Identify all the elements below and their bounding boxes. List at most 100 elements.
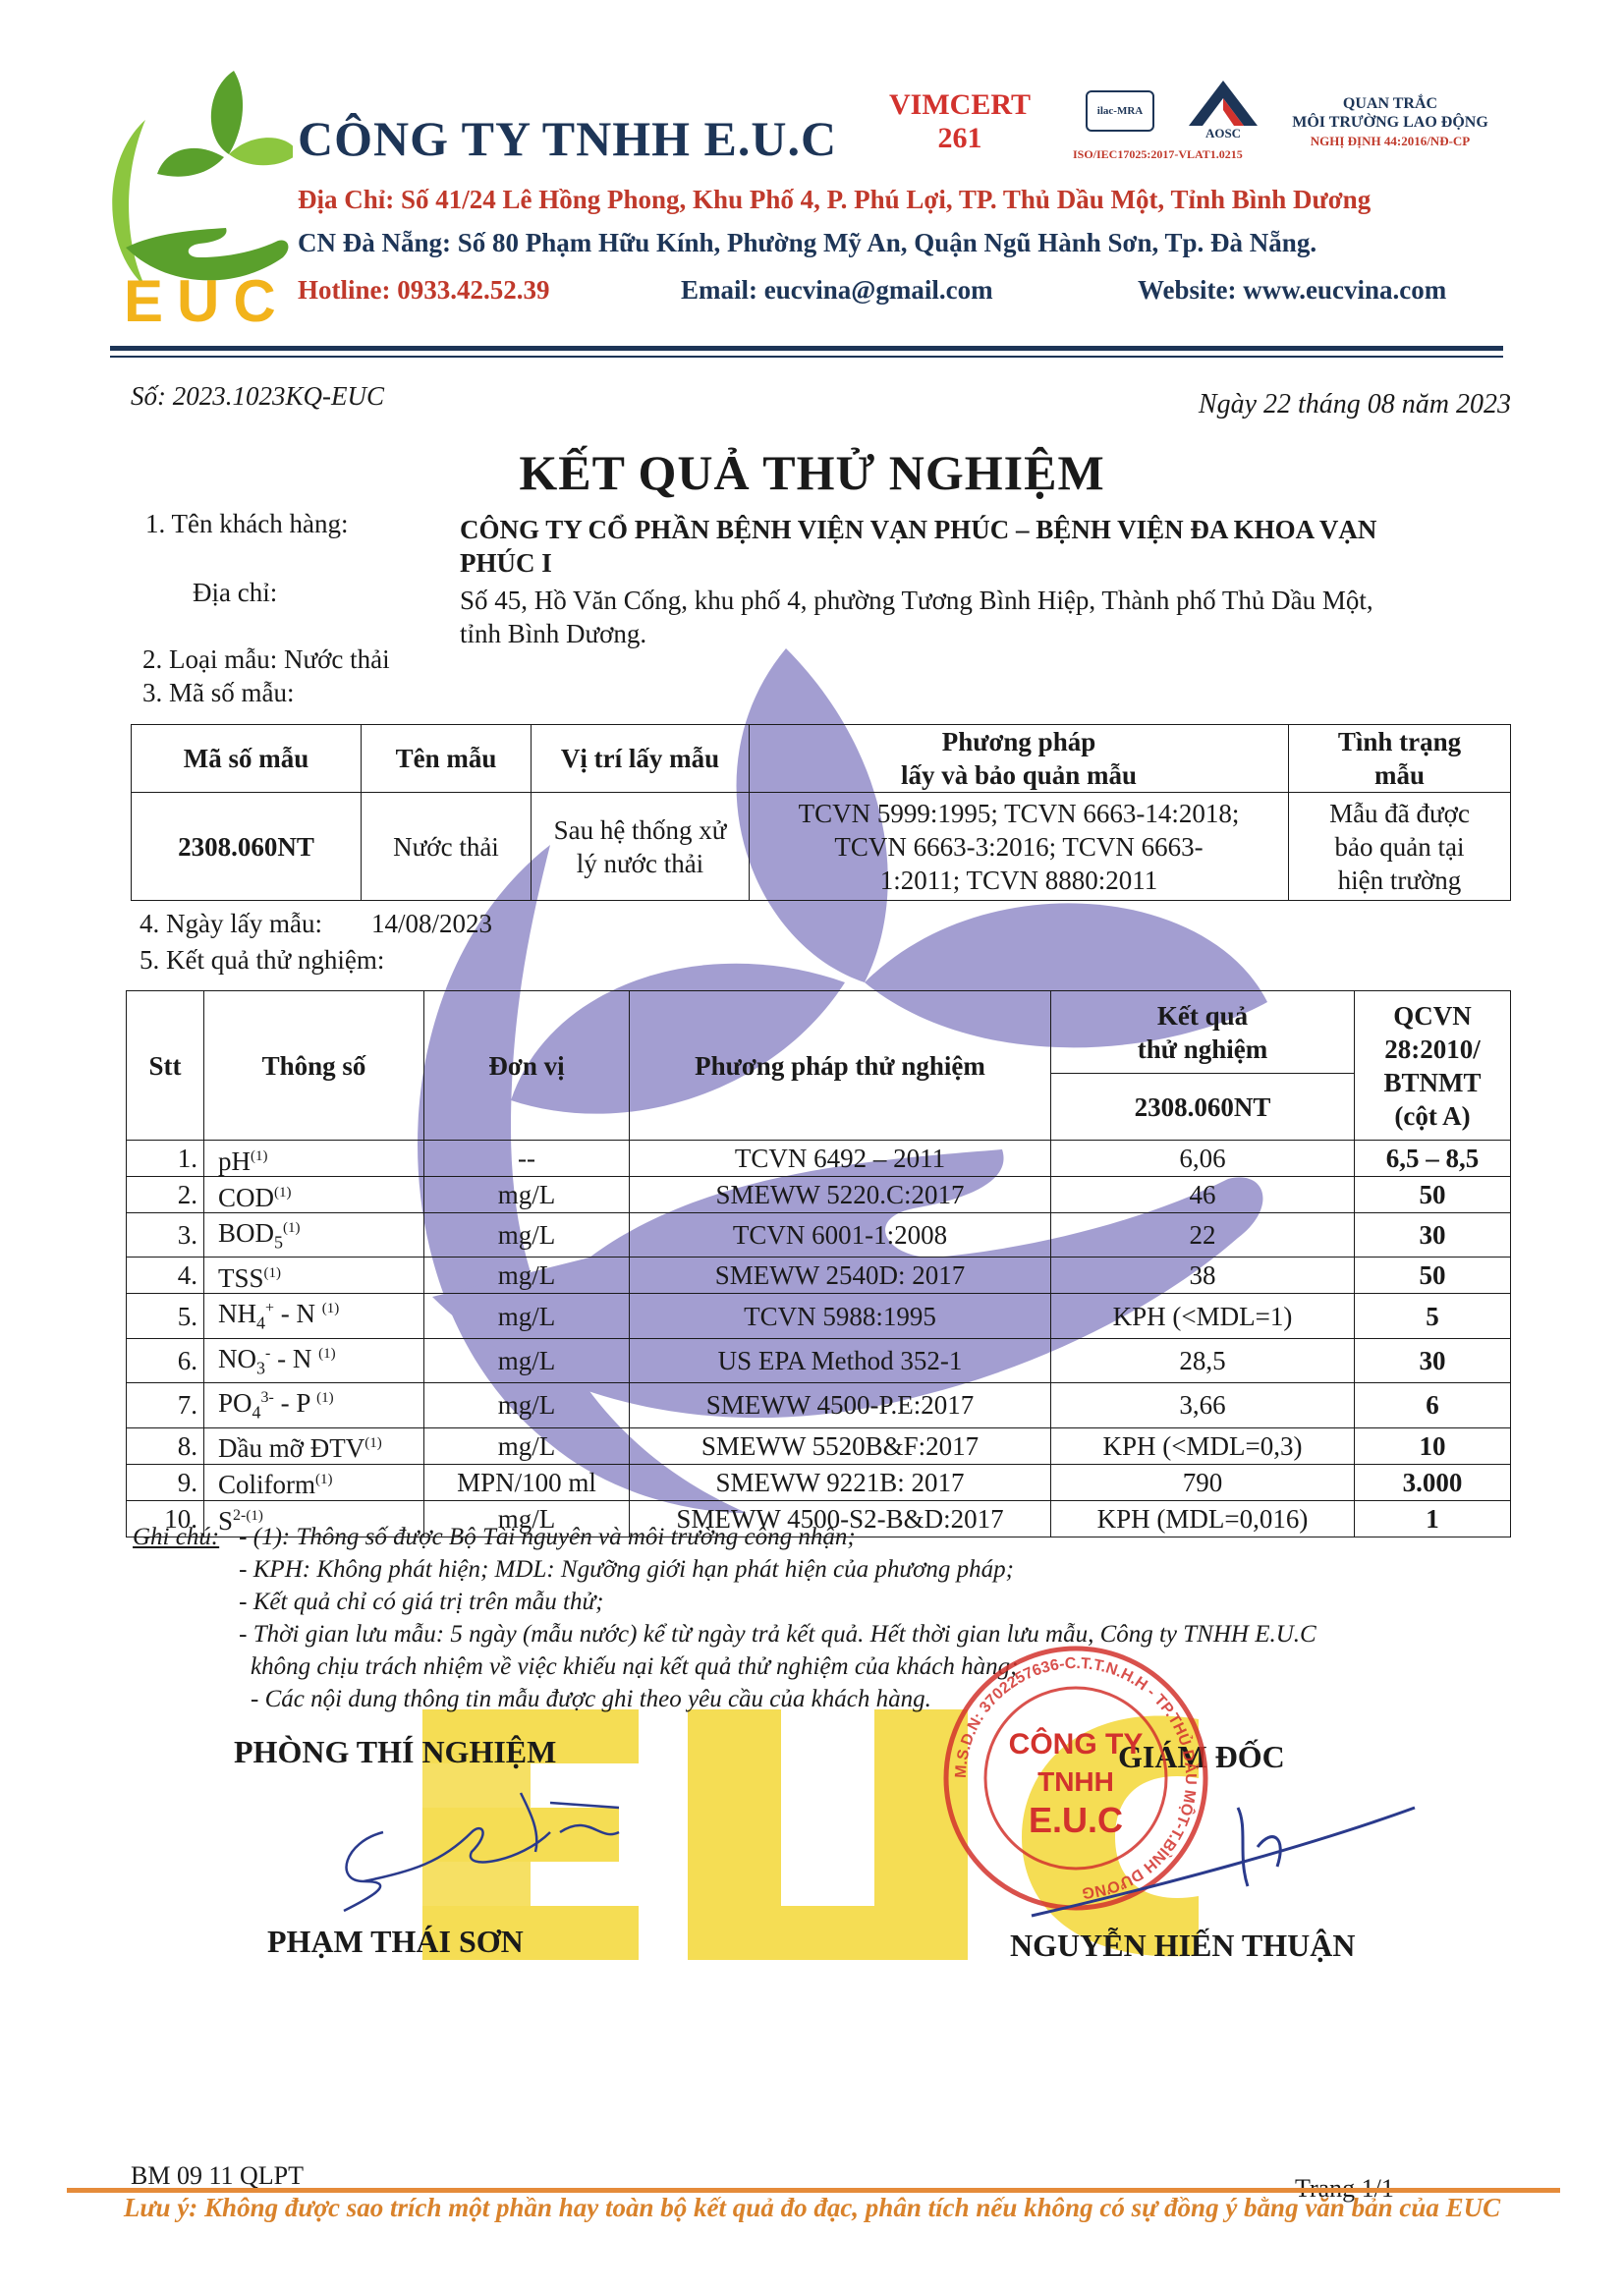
aosc-logo: AOSC [1179, 75, 1267, 143]
cell-result: KPH (MDL=0,016) [1050, 1499, 1355, 1537]
cell-method: SMEWW 4500-P.E:2017 [629, 1382, 1051, 1428]
cell-stt: 10. [126, 1499, 204, 1537]
form-code: BM 09 11 QLPT [131, 2161, 304, 2190]
cell-stt: 2. [126, 1176, 204, 1213]
footer-divider [67, 2188, 1560, 2193]
cell-result: 6,06 [1050, 1140, 1355, 1177]
iso-text: ISO/IEC17025:2017-VLAT1.0215 [1073, 147, 1243, 161]
lab-signer-name: PHẠM THÁI SƠN [267, 1924, 524, 1959]
cell-limit: 1 [1354, 1499, 1511, 1537]
header-status-line1: Tình trạng [1337, 727, 1462, 756]
cell-stt: 6. [126, 1337, 204, 1384]
param-subscript: 5 [274, 1232, 284, 1253]
header-result-line1: Kết quả [1156, 1000, 1249, 1031]
cell-status-line2: bảo quản tại [1334, 831, 1465, 862]
company-website: Website: www.eucvina.com [1138, 275, 1447, 305]
cell-sample-name: Nước thải [361, 792, 532, 901]
cell-method: TCVN 6001-1:2008 [629, 1211, 1051, 1258]
param-name: S [218, 1506, 234, 1537]
customer-label: 1. Tên khách hàng: [145, 509, 349, 538]
cell-param: pH(1) [203, 1140, 424, 1177]
ilac-mra-mark: ilac-MRA [1086, 90, 1154, 132]
param-note: (1) [315, 1472, 333, 1488]
document-date: Ngày 22 tháng 08 năm 2023 [1198, 389, 1511, 419]
cell-unit: mg/L [423, 1382, 630, 1428]
result-table: Stt Thông số Đơn vị Phương pháp thử nghi… [126, 990, 1511, 1537]
param-note: (1) [263, 1264, 282, 1281]
param-note: (1) [364, 1435, 382, 1452]
notes-label: Ghi chú: [133, 1524, 220, 1550]
cell-method: SMEWW 5520B&F:2017 [629, 1426, 1051, 1465]
cell-result: 38 [1050, 1257, 1355, 1295]
cell-limit: 6,5 – 8,5 [1354, 1140, 1511, 1177]
result-row: 5. NH4+ - N (1) mg/L TCVN 5988:1995 KPH (<MD… [126, 1293, 1511, 1339]
header-location: Vị trí lấy mẫu [531, 724, 750, 793]
cell-unit: mg/L [423, 1426, 630, 1465]
cell-result: 28,5 [1050, 1337, 1355, 1384]
cell-unit: -- [423, 1140, 630, 1177]
note-line: - Các nội dung thông tin mẫu được ghi th… [251, 1686, 931, 1712]
sample-table-row: 2308.060NT Nước thải Sau hệ thống xử lý … [131, 792, 1511, 901]
header-sample-name: Tên mẫu [361, 724, 532, 793]
param-subscript: 4 [256, 1313, 265, 1333]
note-line: - KPH: Không phát hiện; MDL: Ngưỡng giới… [239, 1556, 1014, 1583]
cell-limit: 6 [1354, 1382, 1511, 1428]
cell-location: Sau hệ thống xử lý nước thải [531, 792, 750, 901]
director-signature [1031, 1806, 1416, 1918]
cell-param: PO43- - P (1) [203, 1382, 424, 1428]
customer-address: Số 45, Hồ Văn Cống, khu phố 4, phường Tư… [460, 584, 1373, 650]
customer-address-line1: Số 45, Hồ Văn Cống, khu phố 4, phường Tư… [460, 586, 1373, 615]
stamp-line2: TNHH [1037, 1766, 1114, 1797]
header-standard-line2: 28:2010/ [1384, 1034, 1481, 1064]
cell-param: Dầu mỡ ĐTV(1) [203, 1426, 424, 1465]
header-standard-line3: BTNMT [1383, 1067, 1482, 1097]
param-name: BOD [218, 1218, 275, 1248]
param-name: Dầu mỡ ĐTV [218, 1433, 365, 1464]
param-superscript: - [265, 1344, 271, 1362]
cell-location-line1: Sau hệ thống xử [553, 814, 727, 845]
result-row: 6. NO3- - N (1) mg/L US EPA Method 352-1 28,… [126, 1337, 1511, 1384]
lab-signature [343, 1792, 620, 1913]
ilac-mra-logo: ilac-MRA [1086, 90, 1154, 132]
header-sample-code: Mã số mẫu [131, 724, 362, 793]
result-table-header-top: Stt Thông số Đơn vị Phương pháp thử nghi… [126, 990, 1511, 1141]
cell-result: 3,66 [1050, 1382, 1355, 1428]
notes-block: Ghi chú: - (1): Thông số được Bộ Tài ngu… [133, 1521, 1316, 1715]
cell-stt: 9. [126, 1463, 204, 1501]
result-row: 1. pH(1) -- TCVN 6492 – 2011 6,06 6,5 – 8,5 [126, 1140, 1511, 1177]
result-row: 9. Coliform(1) MPN/100 ml SMEWW 9221B: 2017… [126, 1463, 1511, 1501]
header-stt: Stt [126, 990, 204, 1141]
cell-unit: mg/L [423, 1257, 630, 1295]
param-name: NH [218, 1299, 256, 1329]
cell-limit: 50 [1354, 1257, 1511, 1295]
cell-method-line3: 1:2011; TCVN 8880:2011 [879, 865, 1158, 895]
header-standard-line4: (cột A) [1394, 1100, 1471, 1131]
lab-title: PHÒNG THÍ NGHIỆM [234, 1734, 557, 1769]
cell-method: TCVN 5999:1995; TCVN 6663-14:2018; TCVN … [749, 792, 1289, 901]
document-title: KẾT QUẢ THỬ NGHIỆM [519, 445, 1105, 500]
cell-limit: 50 [1354, 1176, 1511, 1213]
sample-table-header: Mã số mẫu Tên mẫu Vị trí lấy mẫu Phương … [131, 724, 1511, 793]
cell-param: NH4+ - N (1) [203, 1293, 424, 1339]
sample-type: 2. Loại mẫu: Nước thải [142, 644, 390, 674]
document-number: Số: 2023.1023KQ-EUC [131, 381, 384, 411]
param-note: (1) [246, 1508, 263, 1525]
header-method-line2: lấy và bảo quản mẫu [900, 760, 1138, 790]
cell-limit: 30 [1354, 1337, 1511, 1384]
cell-limit: 30 [1354, 1211, 1511, 1258]
cell-param: Coliform(1) [203, 1463, 424, 1501]
param-superscript: + [265, 1300, 275, 1317]
cell-sample-code: 2308.060NT [131, 792, 362, 901]
vimcert-badge: VIMCERT 261 [889, 88, 1031, 155]
param-note: (1) [283, 1220, 301, 1236]
company-address: Địa Chỉ: Số 41/24 Lê Hồng Phong, Khu Phố… [298, 185, 1372, 214]
cell-method: SMEWW 2540D: 2017 [629, 1257, 1051, 1295]
param-note: (1) [318, 1345, 336, 1362]
quan-trac-line1: QUAN TRẮC [1342, 95, 1438, 112]
header-method-line1: Phương pháp [941, 727, 1096, 756]
company-name: CÔNG TY TNHH E.U.C [298, 111, 838, 166]
cell-unit: mg/L [423, 1293, 630, 1339]
cell-status-line1: Mẫu đã được [1329, 798, 1470, 828]
cell-method: TCVN 6492 – 2011 [629, 1140, 1051, 1177]
cell-method: SMEWW 4500-S2-B&D:2017 [629, 1499, 1051, 1537]
